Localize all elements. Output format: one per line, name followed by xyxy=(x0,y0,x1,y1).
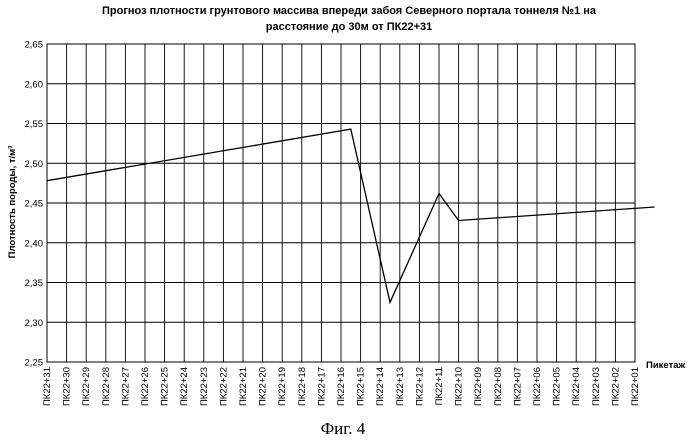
x-tick-label: ПК22+01 xyxy=(630,367,641,406)
grid xyxy=(47,44,635,362)
x-tick-label: ПК22+17 xyxy=(316,367,327,406)
x-tick-label: ПК22+13 xyxy=(395,367,406,406)
x-axis-label: Пикетаж xyxy=(646,360,686,371)
chart-title-line-2: расстояние до 30м от ПК22+31 xyxy=(266,21,432,33)
x-tick-label: ПК22+14 xyxy=(375,367,386,406)
x-tick-label: ПК22+30 xyxy=(62,367,73,406)
y-tick-label: 2,40 xyxy=(25,238,44,249)
chart-title-line-1: Прогноз плотности грунтового массива впе… xyxy=(102,5,597,17)
x-tick-label: ПК22+08 xyxy=(493,367,504,406)
y-tick-label: 2,60 xyxy=(25,79,44,90)
x-tick-label: ПК22+31 xyxy=(42,367,53,406)
y-axis-label: Плотность породы, т/м³ xyxy=(7,146,18,259)
figure-caption: Фиг. 4 xyxy=(321,419,366,438)
x-tick-label: ПК22+09 xyxy=(473,367,484,406)
x-tick-label: ПК22+20 xyxy=(258,367,269,406)
x-tick-label: ПК22+21 xyxy=(238,367,249,406)
x-tick-label: ПК22+24 xyxy=(179,367,190,406)
y-tick-label: 2,50 xyxy=(25,159,44,170)
y-tick-label: 2,30 xyxy=(25,318,44,329)
series-line xyxy=(47,129,655,302)
x-tick-label: ПК22+18 xyxy=(297,367,308,406)
x-tick-label: ПК22+27 xyxy=(120,367,131,406)
x-tick-label: ПК22+07 xyxy=(512,367,523,406)
x-tick-label: ПК22+15 xyxy=(356,367,367,406)
x-tick-label: ПК22+29 xyxy=(81,367,92,406)
x-tick-label: ПК22+06 xyxy=(532,367,543,406)
x-tick-labels: ПК22+31 ПК22+30 ПК22+29 ПК22+28 ПК22+27 ПК22+… xyxy=(42,367,641,406)
x-tick-label: ПК22+28 xyxy=(101,367,112,406)
x-tick-label: ПК22+04 xyxy=(571,367,582,406)
x-tick-label: ПК22+05 xyxy=(552,367,563,406)
x-tick-label: ПК22+02 xyxy=(610,367,621,406)
x-tick-label: ПК22+22 xyxy=(218,367,229,406)
x-tick-label: ПК22+19 xyxy=(277,367,288,406)
x-tick-label: ПК22+16 xyxy=(336,367,347,406)
x-tick-label: ПК22+12 xyxy=(414,367,425,406)
y-tick-label: 2,45 xyxy=(25,199,44,210)
x-tick-label: ПК22+25 xyxy=(160,367,171,406)
x-tick-label: ПК22+03 xyxy=(591,367,602,406)
y-tick-labels: 2,25 2,30 2,35 2,40 2,45 2,50 2,55 2,60 2,65 xyxy=(25,40,44,369)
y-tick-label: 2,25 xyxy=(25,358,44,369)
y-tick-label: 2,35 xyxy=(25,278,44,289)
x-tick-label: ПК22+26 xyxy=(140,367,151,406)
x-tick-label: ПК22+11 xyxy=(434,367,445,405)
x-tick-label: ПК22+23 xyxy=(199,367,210,406)
y-tick-label: 2,55 xyxy=(25,119,44,130)
y-tick-label: 2,65 xyxy=(25,40,44,51)
x-tick-label: ПК22+10 xyxy=(454,367,465,406)
